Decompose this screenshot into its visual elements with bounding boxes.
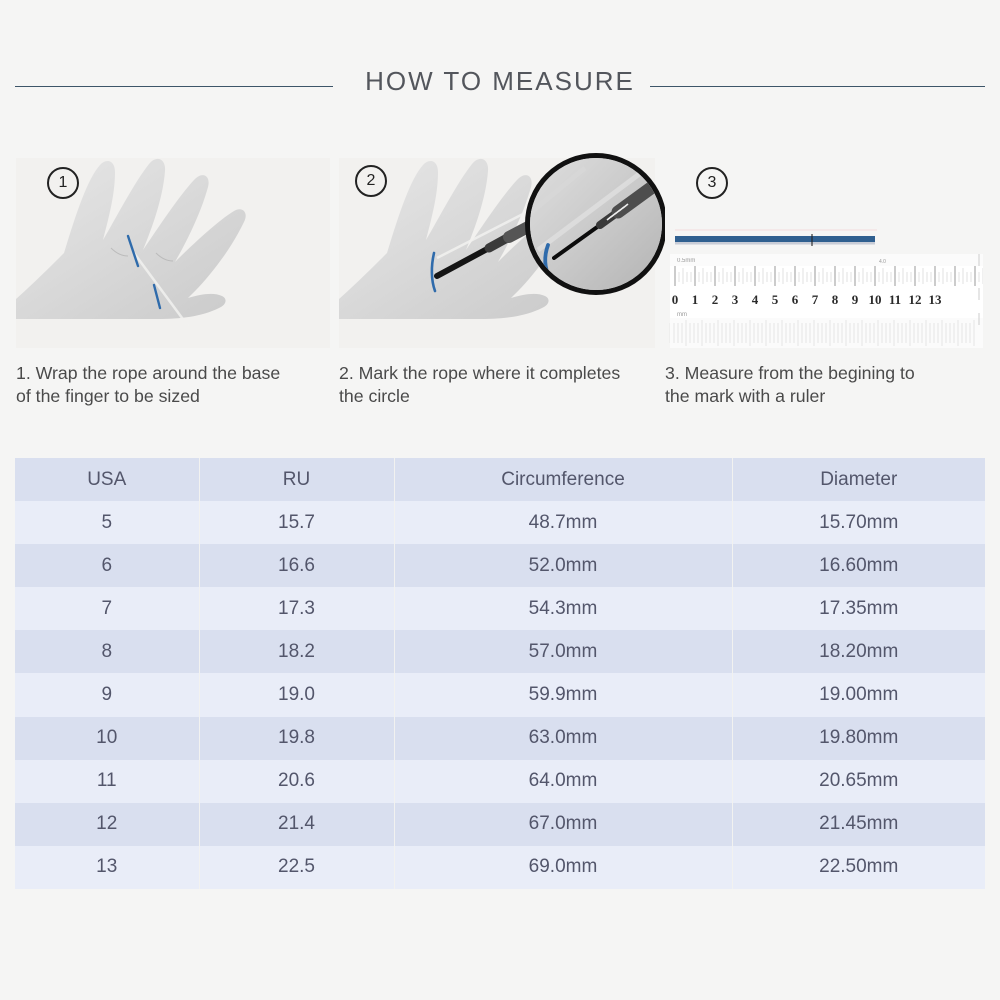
svg-text:9: 9 xyxy=(852,292,859,307)
svg-text:2: 2 xyxy=(712,292,719,307)
svg-text:12: 12 xyxy=(909,292,922,307)
svg-text:6: 6 xyxy=(792,292,799,307)
svg-text:13: 13 xyxy=(929,292,943,307)
svg-text:3: 3 xyxy=(732,292,739,307)
svg-text:5: 5 xyxy=(772,292,779,307)
svg-text:7: 7 xyxy=(812,292,819,307)
svg-text:0: 0 xyxy=(672,292,679,307)
svg-text:4: 4 xyxy=(752,292,759,307)
svg-text:0.5mm: 0.5mm xyxy=(677,258,695,264)
svg-text:8: 8 xyxy=(832,292,839,307)
svg-text:mm: mm xyxy=(677,312,687,318)
svg-text:1: 1 xyxy=(692,292,699,307)
svg-text:11: 11 xyxy=(889,292,901,307)
svg-text:10: 10 xyxy=(869,292,882,307)
svg-text:4.0: 4.0 xyxy=(879,259,886,265)
